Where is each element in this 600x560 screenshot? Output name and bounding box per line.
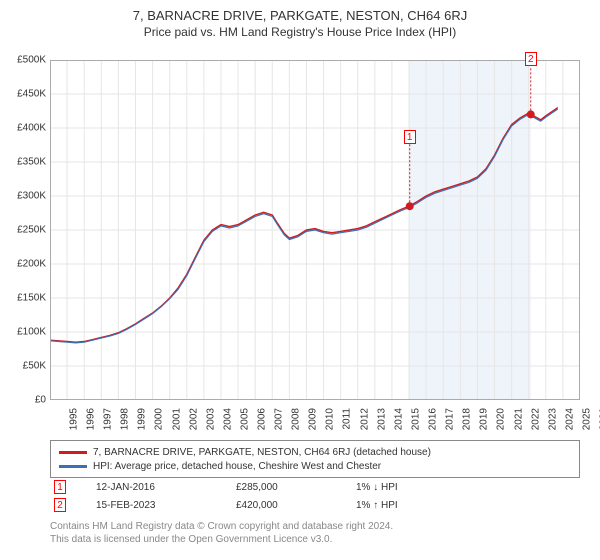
x-axis-label: 2018	[461, 408, 472, 430]
transaction-table: 112-JAN-2016£285,0001% ↓ HPI215-FEB-2023…	[50, 478, 580, 514]
y-axis-label: £400K	[17, 123, 46, 134]
y-axis-label: £0	[35, 395, 46, 406]
x-axis-label: 2024	[564, 408, 575, 430]
transaction-hpi: 1% ↓ HPI	[356, 482, 476, 493]
x-axis-label: 1999	[137, 408, 148, 430]
y-axis-label: £50K	[23, 361, 46, 372]
chart-marker-2: 2	[525, 52, 537, 66]
title-main: 7, BARNACRE DRIVE, PARKGATE, NESTON, CH6…	[0, 8, 600, 23]
chart-marker-1: 1	[404, 130, 416, 144]
title-block: 7, BARNACRE DRIVE, PARKGATE, NESTON, CH6…	[0, 0, 600, 39]
transaction-hpi: 1% ↑ HPI	[356, 500, 476, 511]
y-axis-label: £450K	[17, 89, 46, 100]
transaction-row: 215-FEB-2023£420,0001% ↑ HPI	[50, 496, 580, 514]
title-sub: Price paid vs. HM Land Registry's House …	[0, 25, 600, 39]
x-axis-label: 1998	[120, 408, 131, 430]
x-axis-label: 2013	[376, 408, 387, 430]
x-axis-label: 2015	[410, 408, 421, 430]
legend-label: 7, BARNACRE DRIVE, PARKGATE, NESTON, CH6…	[93, 447, 431, 458]
x-axis-label: 2000	[154, 408, 165, 430]
x-axis-label: 2025	[581, 408, 592, 430]
chart-container: 7, BARNACRE DRIVE, PARKGATE, NESTON, CH6…	[0, 0, 600, 560]
y-axis-label: £350K	[17, 157, 46, 168]
footer-line1: Contains HM Land Registry data © Crown c…	[50, 520, 393, 533]
x-axis-label: 2023	[547, 408, 558, 430]
transaction-id: 1	[54, 480, 66, 494]
legend-item: 7, BARNACRE DRIVE, PARKGATE, NESTON, CH6…	[59, 445, 571, 459]
y-axis-label: £200K	[17, 259, 46, 270]
chart-area: £0£50K£100K£150K£200K£250K£300K£350K£400…	[50, 60, 580, 400]
legend-swatch	[59, 451, 87, 454]
x-axis-label: 2002	[188, 408, 199, 430]
y-axis-label: £300K	[17, 191, 46, 202]
x-axis-label: 2008	[291, 408, 302, 430]
x-axis-label: 1995	[68, 408, 79, 430]
x-axis-label: 2004	[222, 408, 233, 430]
x-axis-label: 2017	[444, 408, 455, 430]
x-axis-label: 1997	[102, 408, 113, 430]
footer-line2: This data is licensed under the Open Gov…	[50, 533, 393, 546]
x-axis-label: 2005	[239, 408, 250, 430]
y-axis-label: £500K	[17, 55, 46, 66]
x-axis-label: 2012	[359, 408, 370, 430]
y-axis-label: £150K	[17, 293, 46, 304]
transaction-id: 2	[54, 498, 66, 512]
legend-label: HPI: Average price, detached house, Ches…	[93, 461, 381, 472]
x-axis-label: 2011	[341, 408, 352, 430]
transaction-price: £420,000	[236, 500, 356, 511]
x-axis-label: 2021	[513, 408, 524, 430]
x-axis-label: 2019	[479, 408, 490, 430]
x-axis-label: 2001	[171, 408, 182, 430]
x-axis-label: 2020	[496, 408, 507, 430]
x-axis-label: 2010	[325, 408, 336, 430]
transaction-date: 12-JAN-2016	[66, 482, 236, 493]
y-axis-label: £100K	[17, 327, 46, 338]
legend-box: 7, BARNACRE DRIVE, PARKGATE, NESTON, CH6…	[50, 440, 580, 478]
x-axis-label: 2014	[393, 408, 404, 430]
x-axis-label: 2007	[273, 408, 284, 430]
plot-svg	[50, 60, 580, 400]
y-axis-label: £250K	[17, 225, 46, 236]
footer-text: Contains HM Land Registry data © Crown c…	[50, 520, 393, 546]
x-axis-label: 2006	[256, 408, 267, 430]
legend-swatch	[59, 465, 87, 468]
legend-item: HPI: Average price, detached house, Ches…	[59, 459, 571, 473]
transaction-row: 112-JAN-2016£285,0001% ↓ HPI	[50, 478, 580, 496]
transaction-date: 15-FEB-2023	[66, 500, 236, 511]
x-axis-label: 2009	[308, 408, 319, 430]
x-axis-label: 2003	[205, 408, 216, 430]
transaction-price: £285,000	[236, 482, 356, 493]
x-axis-label: 2016	[427, 408, 438, 430]
x-axis-label: 2022	[530, 408, 541, 430]
x-axis-label: 1996	[85, 408, 96, 430]
